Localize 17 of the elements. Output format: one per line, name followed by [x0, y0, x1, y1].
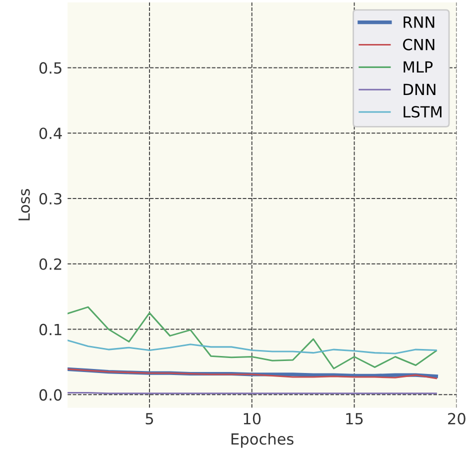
x-tick-label: 20	[448, 412, 466, 424]
y-tick-label: 0.2	[39, 258, 62, 270]
legend-label: LSTM	[404, 106, 442, 118]
y-tick-label: 0.3	[39, 192, 62, 205]
y-tick-label: 0.0	[39, 389, 62, 401]
y-axis-title: Loss	[18, 189, 30, 220]
x-tick-label: 15	[346, 413, 363, 424]
legend-label: CNN	[403, 38, 434, 50]
legend-label: MLP	[404, 61, 433, 73]
x-axis-title: Epoches	[232, 432, 294, 448]
y-tick-label: 0.4	[39, 128, 62, 140]
y-tick-label: 0.1	[39, 324, 62, 336]
x-tick-label: 5	[146, 413, 154, 424]
legend-label: DNN	[404, 84, 436, 95]
legend-label: RNN	[404, 16, 434, 28]
y-tick-label: 0.5	[39, 62, 62, 74]
x-tick-label: 10	[244, 412, 261, 424]
